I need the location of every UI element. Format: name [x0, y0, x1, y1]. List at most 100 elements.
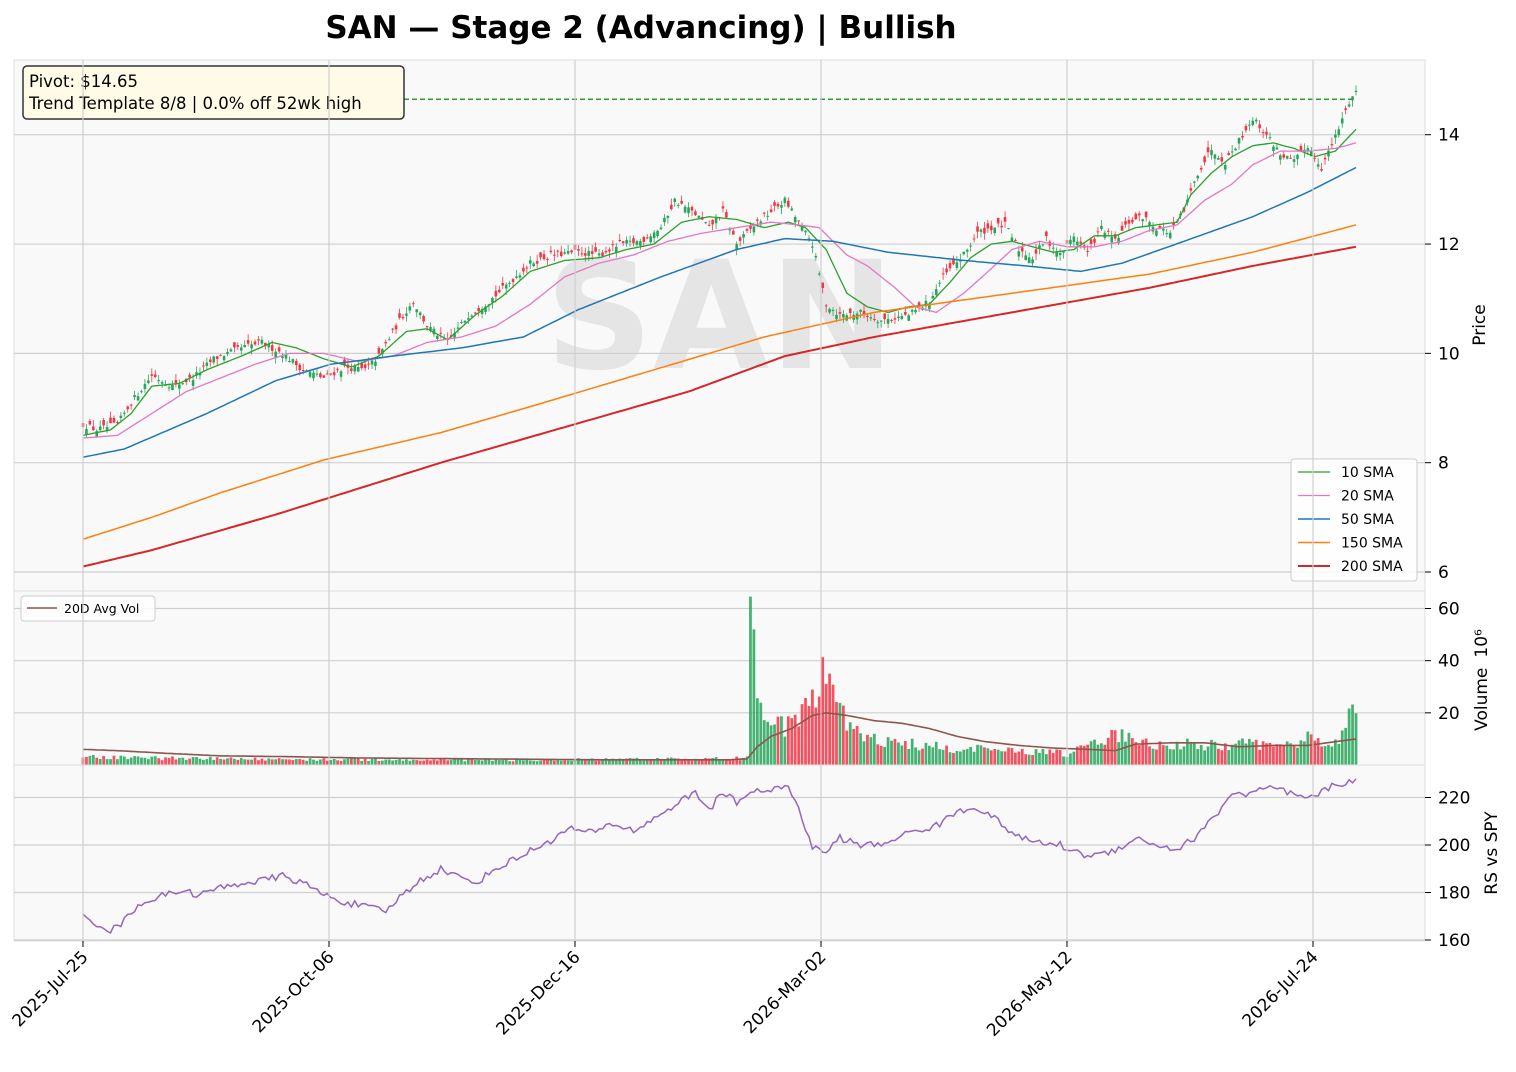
volume-bar [1309, 734, 1313, 765]
candle-body [412, 303, 415, 305]
candle-body [98, 426, 102, 431]
price-gridlines [14, 134, 1425, 573]
volume-bar [1203, 750, 1206, 765]
candle-body [1165, 233, 1169, 235]
candle-body [577, 249, 580, 251]
volume-bar [879, 745, 883, 765]
volume-bar [494, 758, 498, 765]
sma-line [82, 128, 1357, 437]
volume-bar [198, 758, 202, 765]
volume-bar [632, 758, 635, 765]
candle-body [246, 340, 250, 344]
candle-body [301, 370, 305, 372]
volume-bar [1144, 738, 1148, 765]
volume-bar [126, 759, 130, 765]
candle-body [1034, 249, 1038, 254]
volume-bar [559, 760, 563, 765]
candle-body [528, 260, 532, 264]
legend-label: 200 SMA [1341, 559, 1403, 575]
volume-bar [319, 759, 322, 765]
candle-body [972, 238, 976, 240]
volume-bar [1268, 742, 1272, 765]
volume-bar [1041, 749, 1045, 765]
candle-body [491, 297, 494, 303]
candle-body [150, 374, 154, 376]
candle-body [1031, 259, 1034, 264]
candle-body [264, 342, 267, 346]
rs-gridlines [14, 796, 1425, 941]
candle-body [824, 305, 828, 307]
volume-bar [1003, 751, 1007, 765]
volume-bar [1168, 749, 1172, 765]
volume-bar [1158, 741, 1162, 765]
volume-bar [697, 760, 701, 765]
volume-bar [711, 758, 714, 765]
volume-bar [411, 759, 415, 765]
volume-bar [1320, 746, 1323, 765]
candle-body [219, 354, 222, 356]
volume-bar [308, 758, 312, 765]
candle-body [725, 212, 728, 218]
candle-body [126, 406, 130, 410]
candle-body [652, 232, 656, 238]
volume-bar [363, 758, 367, 765]
volume-bar [962, 749, 966, 765]
volume-bar [1072, 751, 1076, 765]
candle-body [281, 356, 284, 359]
volume-bar [98, 758, 102, 765]
volume-bar [1258, 749, 1262, 765]
volume-bar [463, 761, 467, 765]
volume-bar [993, 749, 997, 765]
volume-bar [236, 759, 240, 765]
volume-bar [1261, 741, 1265, 765]
candle-body [1230, 151, 1234, 153]
volume-bar [683, 758, 687, 765]
volume-bar [580, 759, 584, 765]
volume-bar [704, 757, 708, 765]
candle-body [886, 319, 890, 324]
candle-body [1251, 120, 1255, 125]
candle-body [432, 328, 436, 335]
candle-body [759, 221, 763, 225]
volume-bar [398, 759, 401, 765]
volume-bar [281, 759, 284, 765]
candle-body [556, 250, 560, 252]
candle-body [1309, 150, 1313, 157]
volume-bar [1175, 741, 1179, 765]
volume-bar [1179, 749, 1182, 765]
candle-body [1272, 146, 1275, 151]
candle-body [1223, 165, 1227, 170]
candle-body [1158, 225, 1162, 230]
volume-bar [136, 756, 140, 765]
volume-bar [563, 760, 567, 765]
candle-body [1299, 145, 1303, 152]
candle-body [136, 396, 140, 401]
volume-bar [948, 752, 952, 765]
volume-bar [635, 757, 639, 765]
candle-body [229, 349, 233, 352]
volume-bar [384, 759, 388, 765]
rs-y-ticks: 160 180 200 220 [1425, 789, 1470, 951]
candle-body [367, 363, 370, 365]
volume-bar [539, 760, 542, 765]
candle-body [329, 373, 333, 375]
candle-body [226, 351, 229, 355]
candle-body [897, 316, 900, 318]
volume-bar [738, 760, 742, 765]
volume-bar [129, 757, 133, 765]
volume-avg-line [82, 711, 1357, 761]
candle-body [535, 261, 539, 264]
volume-bar [239, 757, 243, 765]
volume-bar [522, 760, 525, 765]
candle-body [690, 206, 694, 211]
info-trend-text: Trend Template 8/8 | 0.0% off 52wk high [28, 94, 362, 113]
volume-bar [1106, 737, 1110, 765]
candle-body [1086, 250, 1089, 252]
volume-bar [872, 733, 876, 765]
candle-body [1000, 225, 1003, 228]
volume-bar [869, 737, 873, 765]
candle-body [862, 310, 866, 315]
volume-bar [263, 760, 267, 765]
volume-bar [656, 757, 659, 765]
candle-body [147, 380, 150, 384]
